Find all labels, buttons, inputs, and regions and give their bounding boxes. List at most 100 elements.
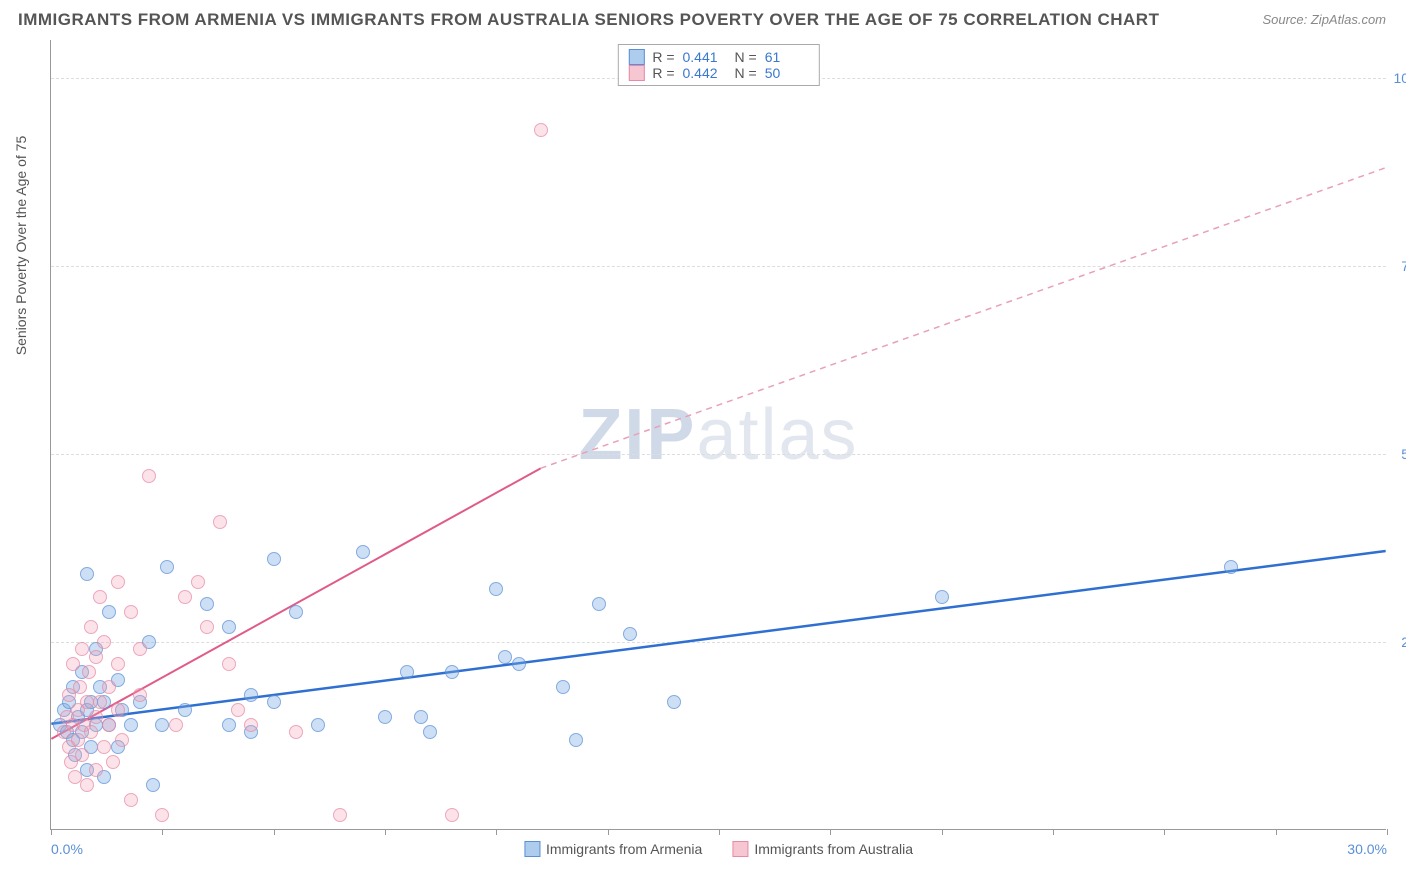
swatch-blue-icon: [524, 841, 540, 857]
data-point: [73, 680, 87, 694]
data-point: [489, 582, 503, 596]
x-tick: [942, 829, 943, 835]
data-point: [89, 763, 103, 777]
legend-stats: R = 0.441 N = 61 R = 0.442 N = 50: [617, 44, 819, 86]
data-point: [146, 778, 160, 792]
data-point: [84, 725, 98, 739]
data-point: [222, 718, 236, 732]
data-point: [102, 605, 116, 619]
data-point: [191, 575, 205, 589]
data-point: [423, 725, 437, 739]
data-point: [111, 703, 125, 717]
r-value-australia: 0.442: [683, 65, 727, 81]
y-axis-label: Seniors Poverty Over the Age of 75: [13, 135, 29, 354]
swatch-pink-icon: [628, 65, 644, 81]
plot-area: Seniors Poverty Over the Age of 75 ZIPat…: [50, 40, 1386, 830]
n-label: N =: [735, 49, 757, 65]
data-point: [289, 605, 303, 619]
data-point: [102, 680, 116, 694]
data-point: [244, 718, 258, 732]
x-tick: [496, 829, 497, 835]
data-point: [556, 680, 570, 694]
data-point: [82, 665, 96, 679]
data-point: [97, 635, 111, 649]
data-point: [498, 650, 512, 664]
data-point: [155, 718, 169, 732]
data-point: [267, 695, 281, 709]
data-point: [124, 718, 138, 732]
data-point: [213, 515, 227, 529]
legend-item-armenia: Immigrants from Armenia: [524, 841, 702, 857]
y-tick-label: 75.0%: [1391, 258, 1406, 274]
data-point: [169, 718, 183, 732]
data-point: [124, 793, 138, 807]
data-point: [356, 545, 370, 559]
data-point: [311, 718, 325, 732]
data-point: [445, 665, 459, 679]
data-point: [89, 650, 103, 664]
data-point: [84, 620, 98, 634]
x-tick: [719, 829, 720, 835]
trend-lines: [51, 40, 1386, 829]
data-point: [935, 590, 949, 604]
data-point: [71, 733, 85, 747]
legend-stats-row-australia: R = 0.442 N = 50: [628, 65, 808, 81]
data-point: [222, 657, 236, 671]
n-value-australia: 50: [765, 65, 809, 81]
swatch-blue-icon: [628, 49, 644, 65]
data-point: [267, 552, 281, 566]
legend-label-australia: Immigrants from Australia: [754, 841, 913, 857]
data-point: [400, 665, 414, 679]
data-point: [124, 605, 138, 619]
trend-line: [541, 168, 1386, 469]
y-tick-label: 50.0%: [1391, 446, 1406, 462]
data-point: [80, 695, 94, 709]
x-tick: [830, 829, 831, 835]
x-tick-label: 30.0%: [1347, 841, 1387, 857]
data-point: [333, 808, 347, 822]
data-point: [106, 755, 120, 769]
data-point: [133, 642, 147, 656]
n-value-armenia: 61: [765, 49, 809, 65]
y-tick-label: 25.0%: [1391, 634, 1406, 650]
r-label: R =: [652, 49, 674, 65]
data-point: [592, 597, 606, 611]
data-point: [102, 718, 116, 732]
legend-stats-row-armenia: R = 0.441 N = 61: [628, 49, 808, 65]
r-value-armenia: 0.441: [683, 49, 727, 65]
data-point: [155, 808, 169, 822]
data-point: [115, 733, 129, 747]
correlation-chart: IMMIGRANTS FROM ARMENIA VS IMMIGRANTS FR…: [0, 0, 1406, 892]
x-tick-label: 0.0%: [51, 841, 83, 857]
x-tick: [162, 829, 163, 835]
legend-label-armenia: Immigrants from Armenia: [546, 841, 702, 857]
data-point: [178, 703, 192, 717]
x-tick: [1276, 829, 1277, 835]
data-point: [160, 560, 174, 574]
data-point: [75, 748, 89, 762]
x-tick: [274, 829, 275, 835]
data-point: [93, 695, 107, 709]
data-point: [378, 710, 392, 724]
data-point: [133, 688, 147, 702]
x-tick: [1053, 829, 1054, 835]
data-point: [111, 657, 125, 671]
data-point: [80, 567, 94, 581]
legend-item-australia: Immigrants from Australia: [732, 841, 913, 857]
data-point: [80, 778, 94, 792]
data-point: [289, 725, 303, 739]
trend-line: [51, 468, 540, 739]
data-point: [231, 703, 245, 717]
data-point: [667, 695, 681, 709]
data-point: [97, 740, 111, 754]
chart-title: IMMIGRANTS FROM ARMENIA VS IMMIGRANTS FR…: [18, 10, 1159, 30]
legend-series: Immigrants from Armenia Immigrants from …: [524, 841, 913, 857]
data-point: [89, 710, 103, 724]
data-point: [200, 620, 214, 634]
x-tick: [1387, 829, 1388, 835]
data-point: [66, 657, 80, 671]
x-tick: [385, 829, 386, 835]
swatch-pink-icon: [732, 841, 748, 857]
data-point: [244, 688, 258, 702]
data-point: [414, 710, 428, 724]
